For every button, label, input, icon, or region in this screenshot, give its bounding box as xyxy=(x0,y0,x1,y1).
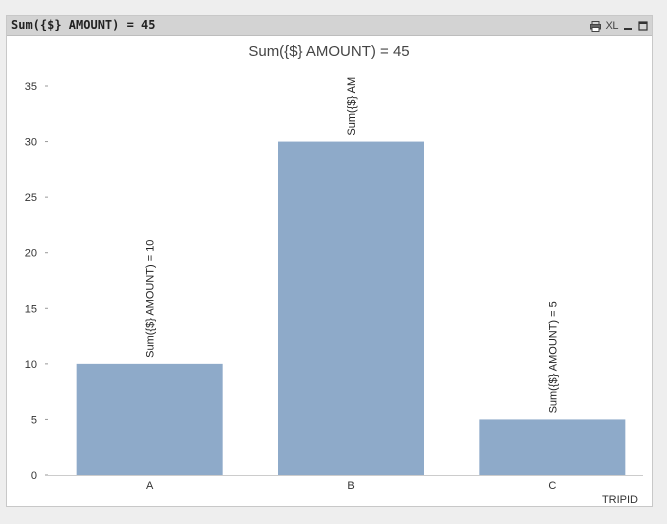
y-tick-label: 0 xyxy=(31,470,37,482)
y-tick-label: 10 xyxy=(25,359,37,371)
xl-icon[interactable]: XL xyxy=(605,20,619,32)
chart-title: Sum({$} AMOUNT) = 45 xyxy=(248,43,409,60)
x-tick-label: A xyxy=(146,480,154,492)
chart-window[interactable]: Sum({$} AMOUNT) = 45 XL Sum({$} AMOUNT) … xyxy=(6,15,653,507)
bar-c[interactable] xyxy=(479,419,626,475)
data-label: Sum({$} AM xyxy=(346,77,358,136)
bar-a[interactable] xyxy=(76,363,223,475)
x-tick-label: C xyxy=(548,480,556,492)
x-axis: A B C xyxy=(47,475,643,492)
y-tick-label: 5 xyxy=(31,414,37,426)
minimize-icon[interactable] xyxy=(623,21,633,31)
y-tick-label: 25 xyxy=(25,192,37,204)
y-tick-label: 30 xyxy=(25,137,37,149)
print-icon[interactable] xyxy=(589,20,601,32)
caption-title: Sum({$} AMOUNT) = 45 xyxy=(11,18,156,32)
caption-icons: XL xyxy=(589,18,648,34)
y-tick-label: 35 xyxy=(25,81,37,93)
bars xyxy=(76,141,626,476)
y-tick-label: 20 xyxy=(25,248,37,260)
x-tick-label: B xyxy=(347,480,354,492)
maximize-icon[interactable] xyxy=(638,21,648,31)
data-label: Sum({$} AMOUNT) = 10 xyxy=(145,240,157,358)
data-label: Sum({$} AMOUNT) = 5 xyxy=(547,301,559,413)
bar-b[interactable] xyxy=(278,141,424,476)
y-tick-label: 15 xyxy=(25,303,37,315)
x-axis-title: TRIPID xyxy=(602,494,638,506)
y-axis: 0 5 10 15 20 25 30 35 xyxy=(25,81,48,482)
data-labels: Sum({$} AMOUNT) = 10 Sum({$} AM Sum({$} AM… xyxy=(145,77,560,414)
window-caption[interactable]: Sum({$} AMOUNT) = 45 XL xyxy=(7,16,652,36)
